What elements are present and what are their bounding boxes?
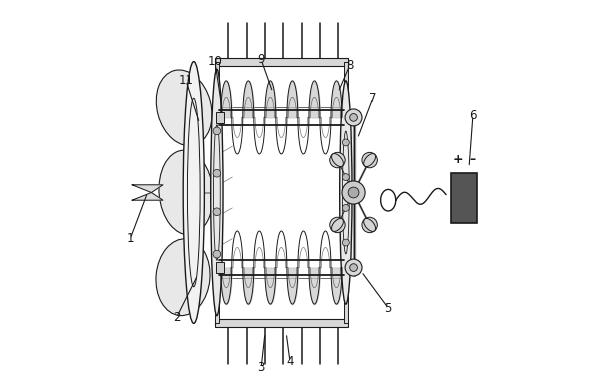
Circle shape [330,152,345,168]
Text: 5: 5 [384,301,392,315]
Text: 9: 9 [257,53,265,66]
Bar [215,262,224,273]
Circle shape [213,250,221,258]
Text: 6: 6 [469,109,476,122]
Bar [214,62,219,323]
Circle shape [330,217,345,233]
Text: 8: 8 [346,59,353,72]
Circle shape [213,169,221,177]
Circle shape [362,217,378,233]
Text: 7: 7 [369,92,376,105]
Text: 11: 11 [178,74,194,87]
Bar [215,58,348,66]
Text: 10: 10 [208,55,222,68]
Ellipse shape [156,239,210,316]
Circle shape [350,114,358,121]
Polygon shape [132,192,163,200]
Ellipse shape [183,62,205,323]
Bar [215,319,348,327]
Circle shape [213,127,221,135]
Circle shape [342,239,349,246]
Text: 4: 4 [287,355,294,368]
Circle shape [342,181,365,204]
Circle shape [348,187,359,198]
Text: +: + [453,153,464,166]
Bar [344,62,348,323]
Ellipse shape [211,69,223,316]
Circle shape [213,208,221,216]
Text: 1: 1 [126,232,134,245]
Text: 3: 3 [257,361,265,374]
Circle shape [342,174,349,181]
Ellipse shape [364,218,376,231]
Ellipse shape [340,81,352,304]
Text: –: – [469,153,475,166]
Bar [451,173,477,223]
Circle shape [342,204,349,211]
Polygon shape [132,185,163,192]
Circle shape [362,152,378,168]
Ellipse shape [159,150,213,235]
Circle shape [345,109,362,126]
Ellipse shape [156,70,212,146]
Circle shape [342,139,349,146]
Ellipse shape [331,218,344,231]
Circle shape [350,264,358,271]
Ellipse shape [331,154,344,167]
Bar [215,112,224,123]
Circle shape [345,259,362,276]
Ellipse shape [364,154,376,167]
Text: 2: 2 [173,311,180,324]
